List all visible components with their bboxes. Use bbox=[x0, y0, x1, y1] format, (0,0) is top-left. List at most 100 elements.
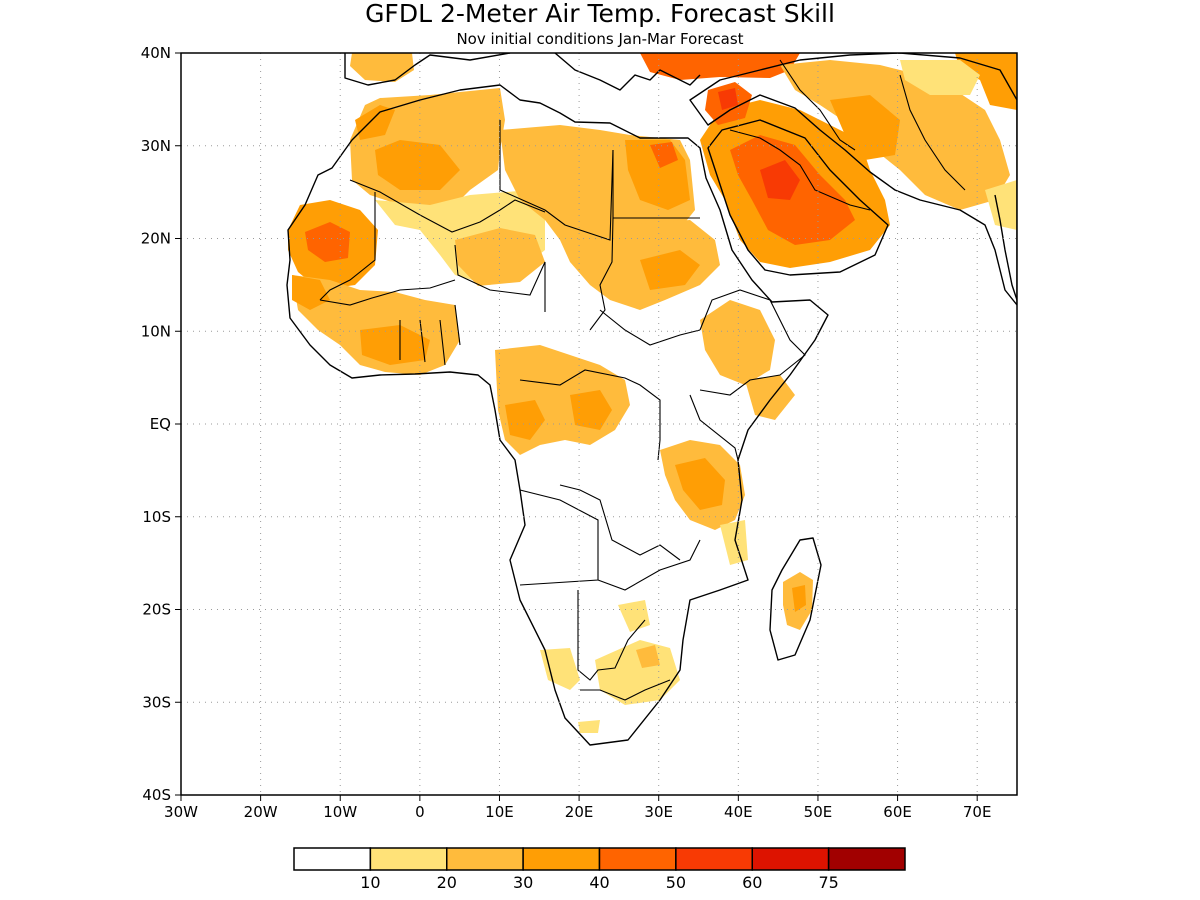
skill-area-senegal bbox=[292, 275, 330, 310]
graticule bbox=[181, 53, 1017, 795]
border-afghanistan bbox=[899, 74, 966, 191]
skill-area-sudan-core bbox=[640, 250, 700, 290]
skill-area-zimbabwe bbox=[618, 600, 650, 632]
border-chad-sudan bbox=[589, 217, 614, 331]
skill-area-caucasus bbox=[955, 53, 1017, 110]
border-kenya-tanzania bbox=[689, 394, 739, 461]
italy-coastline bbox=[554, 53, 701, 91]
skill-area-gulf-guinea-core bbox=[360, 325, 430, 365]
africa-coastline bbox=[286, 84, 829, 746]
border-namibia bbox=[577, 590, 646, 681]
legend-label-5: 50 bbox=[666, 873, 686, 892]
skill-area-namibia bbox=[540, 648, 580, 690]
lat-tick-label: 40N bbox=[141, 44, 171, 62]
skill-area-iberia bbox=[350, 53, 414, 82]
legend-label-4: 40 bbox=[589, 873, 609, 892]
skill-area-south-coast bbox=[578, 720, 600, 733]
border-west-africa-a bbox=[319, 279, 456, 306]
skill-shading bbox=[288, 53, 1017, 733]
skill-area-levant-peak bbox=[718, 88, 738, 110]
legend-label-7: 75 bbox=[818, 873, 838, 892]
skill-area-gabon-core bbox=[505, 400, 545, 440]
legend-label-2: 20 bbox=[437, 873, 457, 892]
colorbar-legend: 10 20 30 40 50 60 75 bbox=[293, 847, 906, 892]
border-drc-west bbox=[519, 369, 661, 461]
skill-area-atlas bbox=[355, 105, 395, 140]
skill-area-mozambique bbox=[720, 520, 748, 565]
madagascar-coastline bbox=[769, 537, 822, 661]
legend-swatch-4 bbox=[598, 847, 677, 871]
skill-area-niger bbox=[455, 228, 545, 286]
lon-tick-label: 30E bbox=[644, 803, 673, 821]
skill-area-pakistan bbox=[985, 180, 1017, 230]
europe-coastline bbox=[344, 53, 511, 86]
lat-tick-label: EQ bbox=[150, 415, 171, 433]
border-angola bbox=[519, 489, 599, 586]
lon-tick-label: 70E bbox=[963, 803, 992, 821]
legend-swatch-0 bbox=[293, 847, 372, 871]
border-saudi bbox=[729, 129, 871, 211]
chart-subtitle: Nov initial conditions Jan-Mar Forecast bbox=[456, 30, 743, 48]
lon-tick-label: 50E bbox=[804, 803, 833, 821]
lat-tick-label: 40S bbox=[142, 786, 171, 804]
legend-swatch-6 bbox=[751, 847, 830, 871]
longitude-axis: 30W 20W 10W 0 10E 20E 30E 40E 50E 60E 70E bbox=[164, 795, 991, 821]
arabia-coastline bbox=[707, 119, 889, 276]
border-algeria-south bbox=[349, 179, 546, 233]
lat-tick-label: 20N bbox=[141, 230, 171, 248]
skill-area-iran-core bbox=[830, 95, 900, 160]
skill-area-botswana bbox=[595, 640, 680, 705]
border-libya-egypt bbox=[499, 120, 614, 241]
coastlines bbox=[286, 53, 1017, 746]
skill-area-mauritania-core bbox=[305, 222, 350, 262]
skill-area-somalia bbox=[745, 375, 795, 420]
border-drc-south bbox=[559, 484, 681, 561]
lon-tick-label: 10W bbox=[323, 803, 357, 821]
skill-area-turkey bbox=[640, 53, 800, 80]
border-niger-chad bbox=[454, 244, 546, 312]
border-west-africa-b bbox=[399, 304, 461, 366]
lon-tick-label: 60E bbox=[883, 803, 912, 821]
skill-area-congo-core bbox=[570, 390, 612, 430]
lat-tick-label: 20S bbox=[142, 601, 171, 619]
lon-tick-label: 0 bbox=[415, 803, 425, 821]
lat-tick-label: 10S bbox=[142, 508, 171, 526]
skill-area-cameroon bbox=[495, 345, 630, 455]
chart-title: GFDL 2-Meter Air Temp. Forecast Skill bbox=[365, 0, 835, 28]
lat-tick-label: 10N bbox=[141, 322, 171, 340]
border-mali bbox=[319, 192, 376, 301]
lat-tick-label: 30N bbox=[141, 137, 171, 155]
country-borders bbox=[319, 59, 966, 701]
skill-area-maghreb-core bbox=[375, 140, 460, 190]
skill-area-tanzania-core bbox=[675, 458, 725, 510]
india-coastline bbox=[994, 194, 1017, 301]
lon-tick-label: 40E bbox=[724, 803, 753, 821]
legend-label-1: 10 bbox=[360, 873, 380, 892]
lon-tick-label: 10E bbox=[485, 803, 514, 821]
border-south-africa bbox=[580, 679, 671, 701]
skill-area-arabia-peak bbox=[760, 160, 800, 200]
border-ethiopia bbox=[699, 289, 806, 396]
legend-swatch-7 bbox=[827, 847, 906, 871]
lat-tick-label: 30S bbox=[142, 693, 171, 711]
skill-area-caspian bbox=[900, 60, 980, 95]
border-zambia bbox=[597, 539, 701, 591]
middle-east-coastline bbox=[689, 53, 1017, 306]
border-iraq-iran bbox=[779, 59, 856, 151]
legend-swatch-1 bbox=[369, 847, 448, 871]
lon-tick-label: 30W bbox=[164, 803, 198, 821]
lon-tick-label: 20E bbox=[565, 803, 594, 821]
skill-area-lesotho bbox=[636, 645, 660, 668]
legend-label-3: 30 bbox=[513, 873, 533, 892]
skill-area-nile-delta bbox=[650, 142, 678, 168]
latitude-axis: 40N 30N 20N 10N EQ 10S 20S 30S 40S bbox=[141, 44, 181, 804]
legend-swatch-5 bbox=[675, 847, 753, 871]
skill-area-madagascar-core bbox=[792, 585, 806, 612]
border-sudan-south bbox=[599, 309, 701, 346]
legend-label-6: 60 bbox=[742, 873, 762, 892]
skill-area-ethiopia bbox=[700, 300, 775, 385]
lon-tick-label: 20W bbox=[244, 803, 278, 821]
legend-swatch-3 bbox=[522, 847, 601, 871]
